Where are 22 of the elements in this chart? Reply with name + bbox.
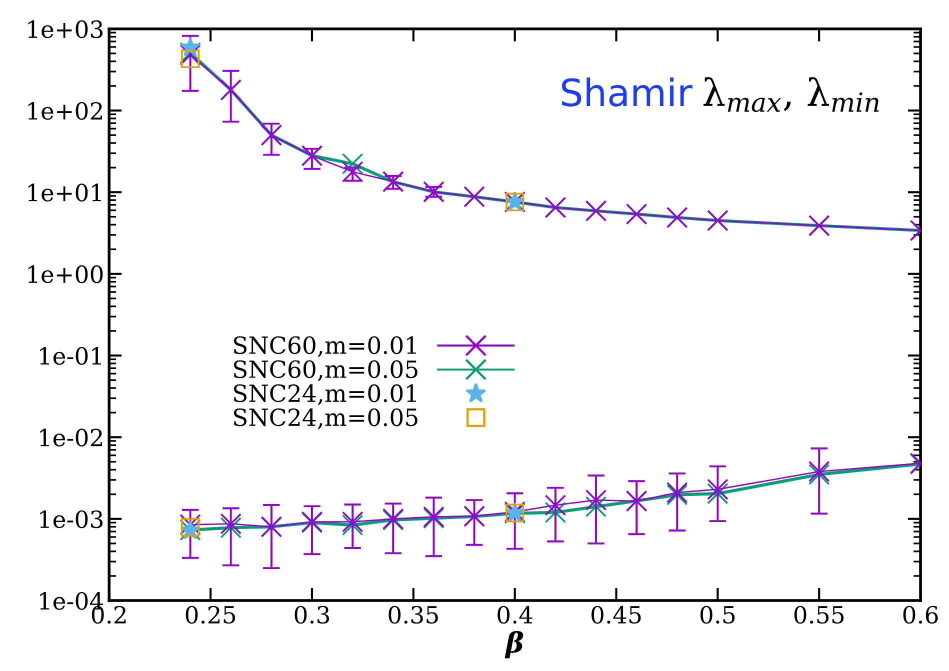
x-tick-label: 0.4 xyxy=(498,606,532,624)
x-tick-label: 0.45 xyxy=(592,606,641,624)
legend-label: SNC60,m=0.05 xyxy=(234,360,418,382)
y-tick-label: 1e-01 xyxy=(40,346,101,365)
legend-label: SNC24,m=0.01 xyxy=(234,384,416,406)
x-tick-label: 0.35 xyxy=(388,606,438,624)
text: λ$_{max}$, λ$_{min}$ xyxy=(703,77,879,112)
y-tick-label: 1e+00 xyxy=(28,265,103,284)
x-tick-label: 0.55 xyxy=(794,606,844,624)
x-axis-title: β xyxy=(504,631,524,658)
y-tick-label: 1e+01 xyxy=(28,184,101,202)
y-tick-label: 1e+02 xyxy=(28,102,102,120)
y-tick-label: 1e-03 xyxy=(40,510,103,528)
legend-label: SNC24,m=0.05 xyxy=(234,408,418,430)
x-tick-label: 0.25 xyxy=(186,606,236,624)
x-tick-label: 0.3 xyxy=(294,606,330,624)
x-tick-label: 0.5 xyxy=(700,606,735,624)
text: Shamir xyxy=(562,78,692,107)
legend-label: SNC60,m=0.01 xyxy=(234,336,416,357)
y-tick-label: 1e-02 xyxy=(40,428,102,447)
x-tick-label: 0.6 xyxy=(903,606,938,624)
y-tick-label: 1e+03 xyxy=(28,20,103,38)
